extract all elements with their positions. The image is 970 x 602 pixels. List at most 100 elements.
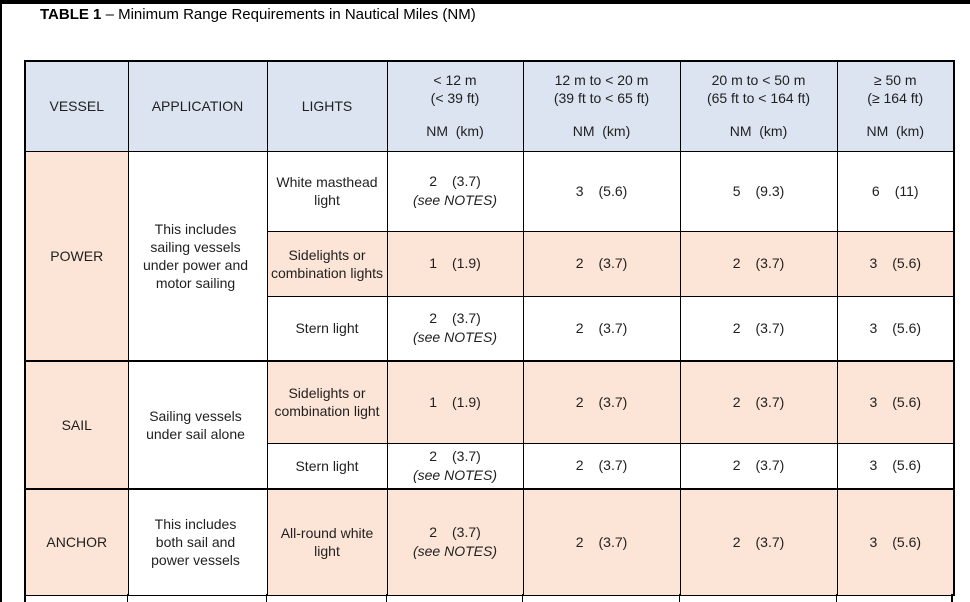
value-nm: 2 [732,457,741,474]
cell-vessel-power: POWER [24,150,129,362]
value-cell: 2 (3.7) [522,295,681,362]
value-cell: 2 (3.7) [522,442,681,490]
cell-lights-stern-power: Stern light [266,295,388,362]
value-km: (3.7) [598,533,628,550]
range-size-block: ≥ 50 m (≥ 164 ft) [838,71,953,107]
table-row: POWER This includes sailing vessels unde… [24,150,955,362]
header-application-label: APPLICATION [151,98,244,115]
value-km: (3.7) [598,255,628,271]
table-number-label: TABLE 1 [40,6,102,23]
value-nm: 2 [575,393,584,410]
range-unit-label: NM (km) [729,123,788,140]
value-nm: 3 [869,393,878,410]
header-cell-range-20to50m: 20 m to < 50 m (65 ft to < 164 ft) NM (k… [679,60,838,152]
value-km: (3.7) [452,173,481,189]
cell-vessel-sail: SAIL [24,360,129,490]
value-km: (1.9) [452,393,481,410]
value-km: (3.7) [598,393,628,410]
value-km: (5.6) [892,255,922,271]
vessel-label: ANCHOR [46,534,108,551]
value-nm: 1 [429,255,437,271]
value-km: (3.7) [755,393,785,410]
range-imperial-label: (≥ 164 ft) [867,90,924,107]
table-continuation-line [127,594,128,602]
cell-application-power: This includes sailing vessels under powe… [127,150,268,362]
value-km: (3.7) [755,533,785,550]
value-km: (5.6) [892,457,922,474]
value-cell: 2 (3.7) [679,360,838,444]
range-metric-label: 12 m to < 20 m [554,72,649,89]
header-cell-range-lt12m: < 12 m (< 39 ft) NM (km) [386,60,524,152]
value-km: (5.6) [892,319,922,336]
header-cell-vessel: VESSEL [24,60,129,152]
header-cell-range-12to20m: 12 m to < 20 m (39 ft to < 65 ft) NM (km… [522,60,681,152]
range-size-block: 12 m to < 20 m (39 ft to < 65 ft) [524,71,679,107]
value-km: (9.3) [755,182,785,199]
value-nm: 3 [869,255,878,271]
value-cell: 1 (1.9) [386,360,524,444]
vessel-label: SAIL [61,417,92,433]
value-cell: 2 (3.7) [679,295,838,362]
value-nm: 2 [575,319,584,336]
value-cell: 2 (3.7) [522,360,681,444]
range-size-block: < 12 m (< 39 ft) [388,71,522,107]
value-nm: 5 [732,182,741,199]
value-cell: 2 (3.7) (see NOTES) [386,442,524,490]
application-text: This includes sailing vessels under powe… [142,220,249,291]
value-note: (see NOTES) [412,543,497,560]
value-cell: 2 (3.7) (see NOTES) [386,150,524,232]
table-continuation-line [24,594,26,602]
range-imperial-label: (65 ft to < 164 ft) [706,90,811,107]
application-text: This includes both sail and power vessel… [151,516,240,569]
value-km: (5.6) [892,533,922,550]
table-continuation-line [522,594,523,602]
cell-lights-stern-sail: Stern light [266,442,388,490]
table-continuation-line [386,594,387,602]
header-cell-application: APPLICATION [127,60,268,152]
table-row: ANCHOR This includes both sail and power… [24,488,955,596]
range-imperial-label: (39 ft to < 65 ft) [553,90,650,107]
value-nm: 3 [869,457,878,474]
value-km: (5.6) [598,182,628,199]
value-cell: 3 (5.6) [522,150,681,232]
range-unit-label: NM (km) [572,123,631,140]
value-cell: 3 (5.6) [836,230,955,297]
cell-lights-allround-anchor: All-round white light [266,488,388,596]
value-km: (1.9) [452,255,481,271]
table-continuation-line [266,594,267,602]
value-nm: 2 [732,319,741,336]
value-nm: 6 [871,182,880,199]
value-nm: 2 [575,533,584,550]
range-metric-label: < 12 m [433,72,477,89]
value-cell: 3 (5.6) [836,360,955,444]
cell-application-anchor: This includes both sail and power vessel… [127,488,268,596]
value-note: (see NOTES) [412,329,497,346]
header-vessel-label: VESSEL [49,98,104,115]
header-cell-range-ge50m: ≥ 50 m (≥ 164 ft) NM (km) [836,60,955,152]
range-unit-label: NM (km) [426,123,484,140]
table-row: SAIL Sailing vessels under sail alone Si… [24,360,955,490]
value-km: (3.7) [452,524,481,541]
value-nm: 2 [732,533,741,550]
value-note: (see NOTES) [412,466,497,483]
value-km: (5.6) [892,393,922,410]
value-cell: 3 (5.6) [836,488,955,596]
cell-application-sail: Sailing vessels under sail alone [127,360,268,490]
value-nm: 2 [429,310,437,327]
value-cell: 2 (3.7) [522,230,681,297]
table-title-text: – Minimum Range Requirements in Nautical… [105,6,476,23]
range-imperial-label: (< 39 ft) [430,90,480,107]
vessel-label: POWER [50,247,104,264]
value-cell: 2 (3.7) [679,442,838,490]
table-row: Sidelights or combination lights 1 (1.9)… [25,230,955,297]
cell-lights-sidelights-sail: Sidelights or combination light [266,360,388,444]
value-km: (3.7) [598,457,628,474]
page-top-border [0,0,970,4]
cell-lights-sidelights-power: Sidelights or combination lights [266,230,388,297]
value-nm: 3 [869,533,878,550]
value-cell: 5 (9.3) [679,150,838,232]
value-nm: 2 [429,173,437,189]
value-note: (see NOTES) [412,192,497,208]
value-cell: 2 (3.7) [679,230,838,297]
value-cell: 2 (3.7) [522,488,681,596]
